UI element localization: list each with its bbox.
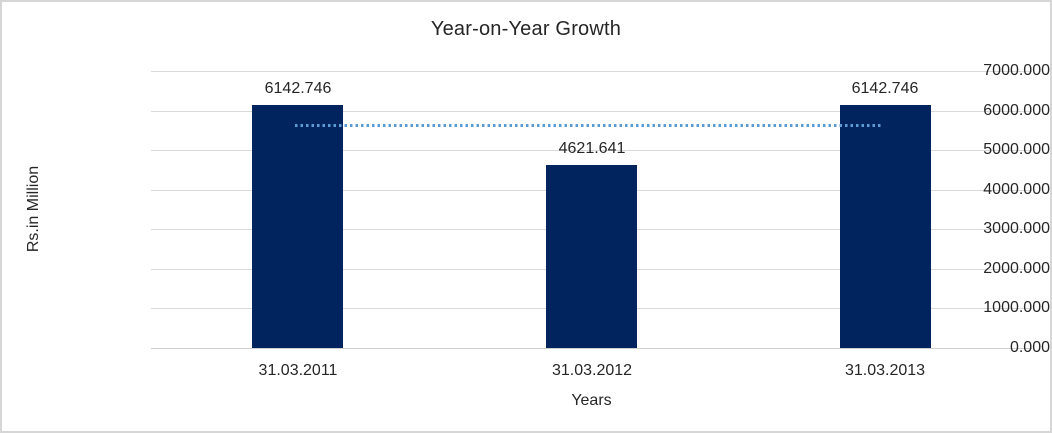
bar-31.03.2011 xyxy=(252,105,343,348)
y-tick-label: 3000.000 xyxy=(983,220,1050,237)
data-label: 4621.641 xyxy=(558,140,626,157)
x-axis-title: Years xyxy=(571,392,612,409)
data-label: 6142.746 xyxy=(851,80,919,97)
y-axis-title: Rs.in Million xyxy=(25,165,42,253)
x-tick-label: 31.03.2013 xyxy=(844,362,926,379)
x-tick-label: 31.03.2012 xyxy=(551,362,633,379)
y-tick-label: 4000.000 xyxy=(983,181,1050,198)
gridline xyxy=(151,110,1032,112)
x-axis-line xyxy=(151,348,1032,349)
gridline xyxy=(151,71,1032,72)
gridline xyxy=(151,150,1032,152)
y-tick-label: 6000.000 xyxy=(983,102,1050,119)
plot-area: 6142.746 4621.641 6142.746 xyxy=(151,71,1032,349)
bar-31.03.2012 xyxy=(546,165,637,348)
trendline xyxy=(295,124,883,127)
y-tick-label: 5000.000 xyxy=(983,141,1050,158)
y-tick-label: 0.000 xyxy=(1009,339,1050,356)
x-tick-label: 31.03.2011 xyxy=(258,362,338,379)
y-tick-label: 7000.000 xyxy=(983,62,1050,79)
y-tick-label: 2000.000 xyxy=(983,260,1050,277)
data-label: 6142.746 xyxy=(264,80,332,97)
bar-31.03.2013 xyxy=(840,105,931,348)
chart-title: Year-on-Year Growth xyxy=(430,18,622,40)
y-tick-label: 1000.000 xyxy=(983,299,1050,316)
